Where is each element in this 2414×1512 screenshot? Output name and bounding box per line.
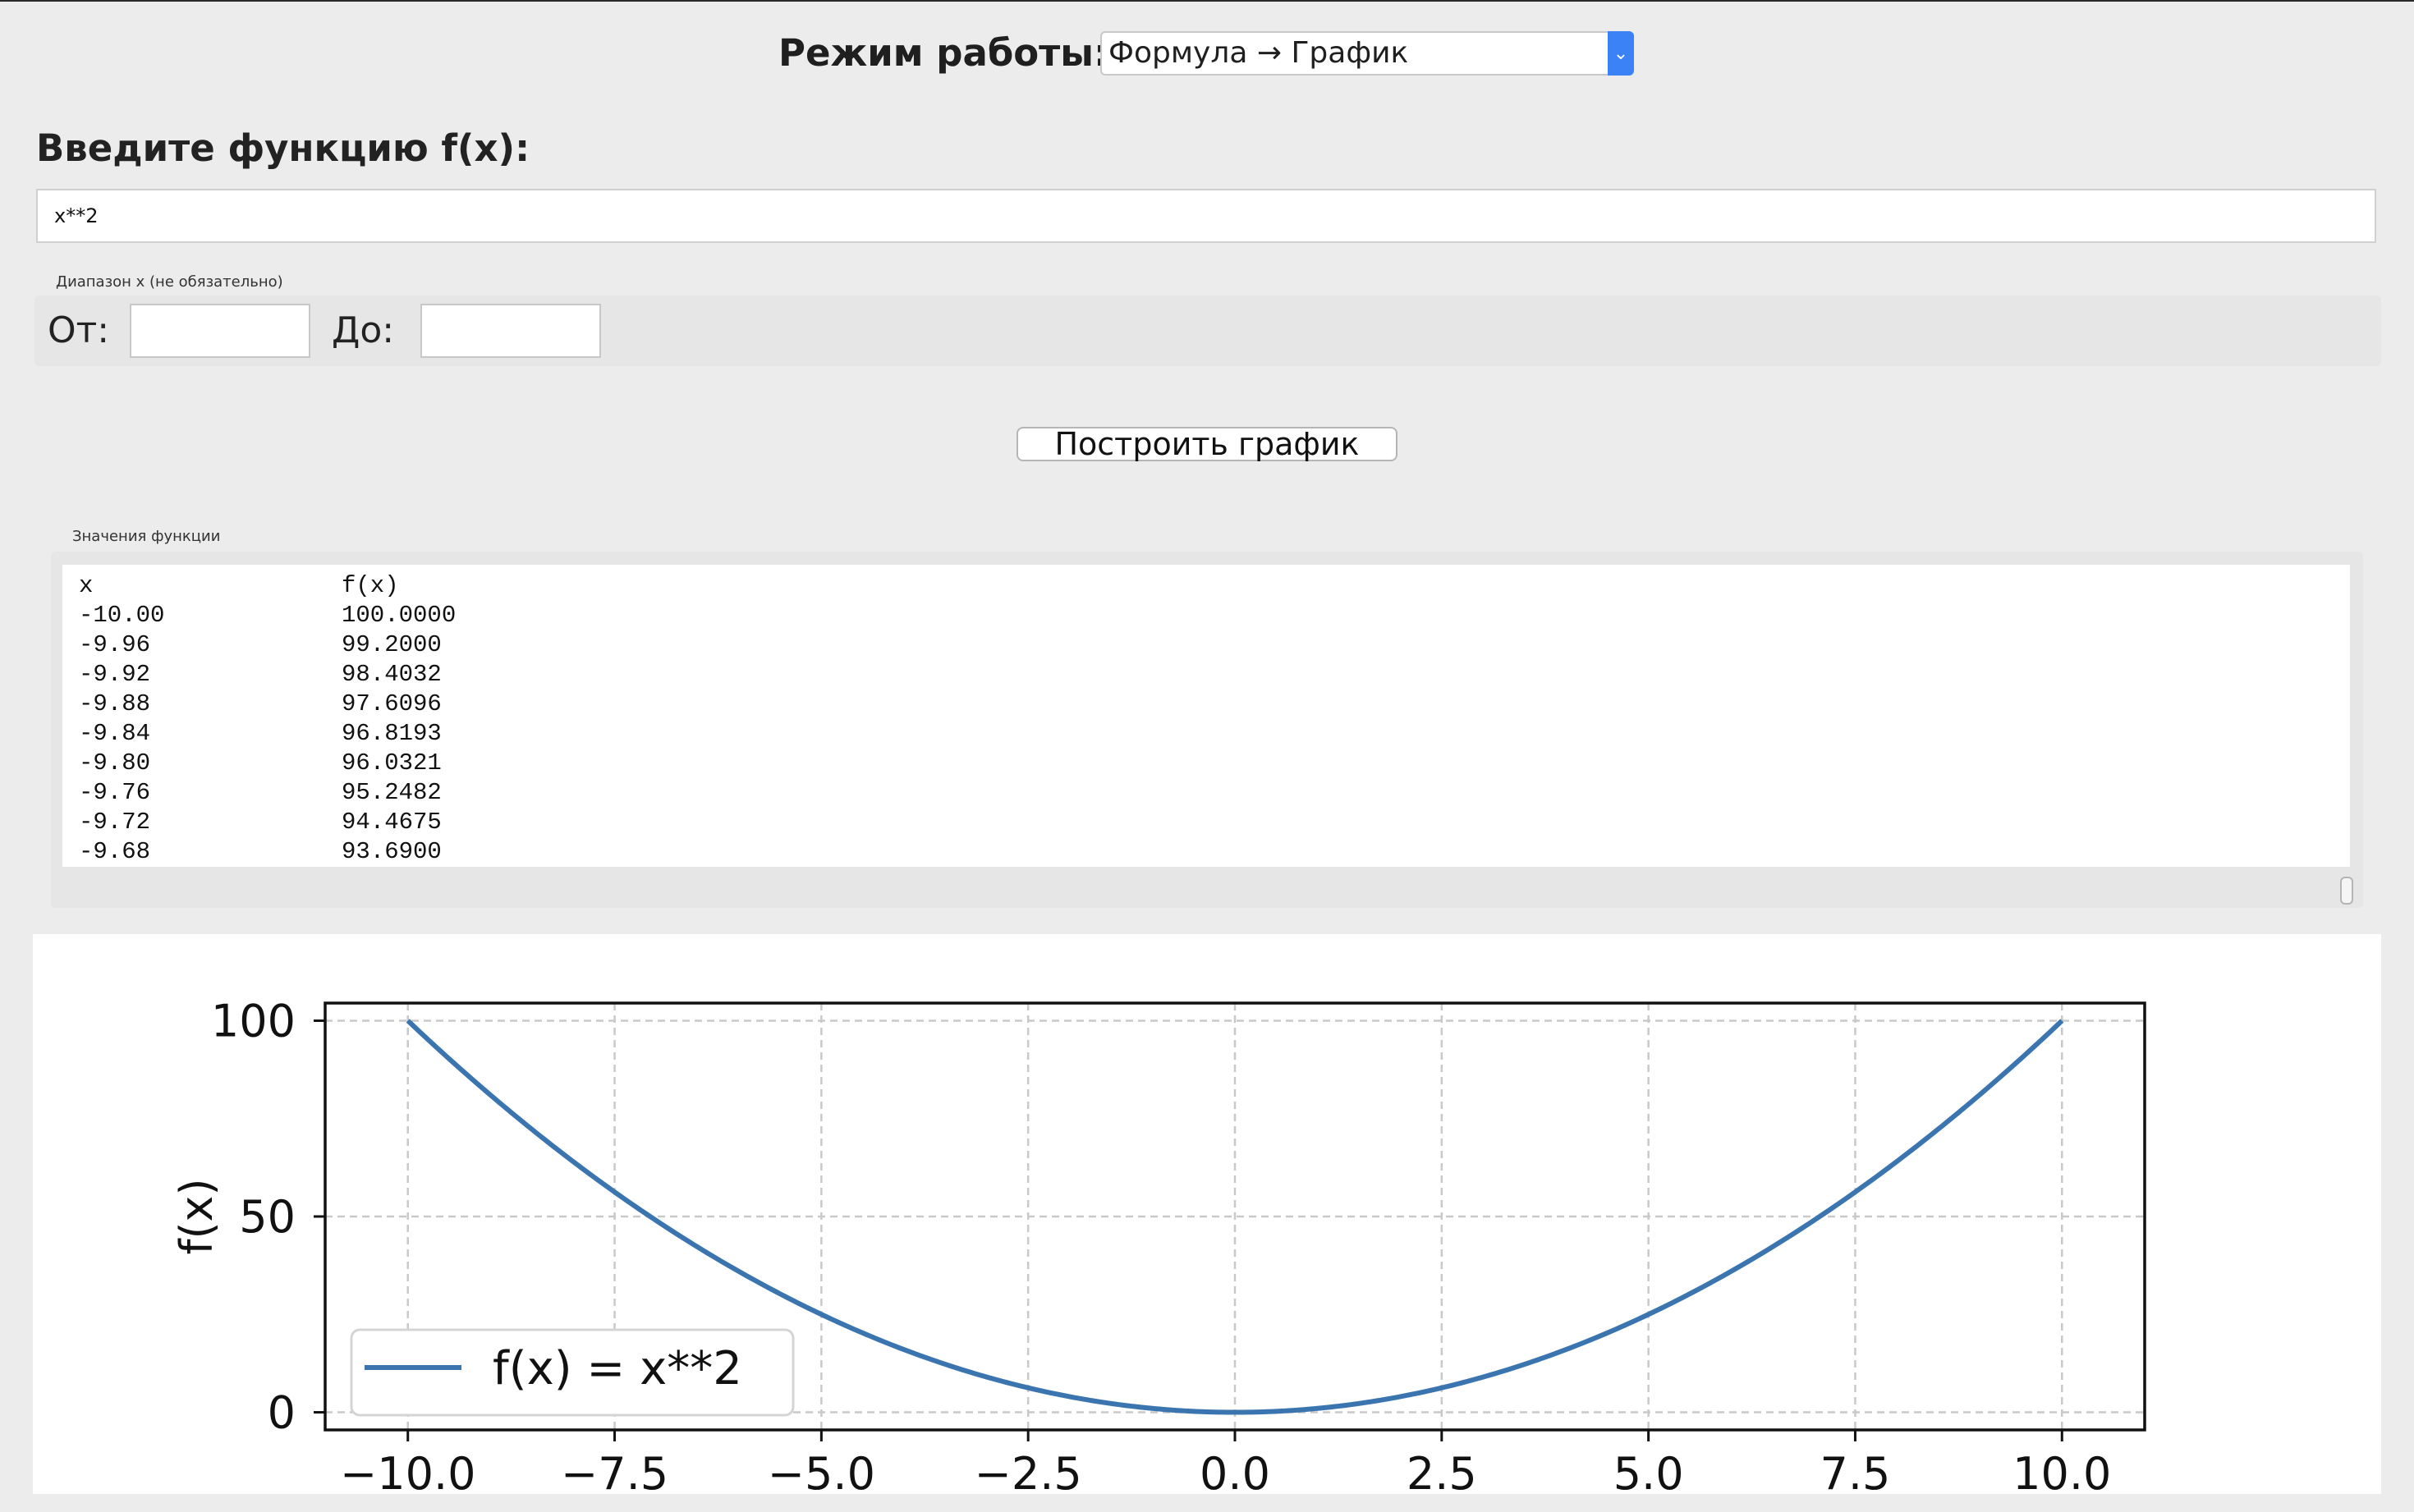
x-tick-label: 0.0 <box>1200 1448 1270 1494</box>
mode-selected-value: Формула → График <box>1108 36 1409 70</box>
function-heading: Введите функцию f(x): <box>36 126 530 170</box>
range-to-label: До: <box>332 309 395 351</box>
x-tick-label: −5.0 <box>768 1448 875 1494</box>
table-cell-fx: 96.8193 <box>342 720 442 747</box>
table-cell-fx: 93.6900 <box>342 838 442 865</box>
chevron-down-icon[interactable]: ⌄ <box>1608 31 1634 76</box>
values-textarea[interactable]: x f(x) -10.00 100.0000 -9.96 99.2000 -9.92 98… <box>62 565 2350 867</box>
range-from-label: От: <box>48 309 110 351</box>
x-tick-label: 7.5 <box>1820 1448 1891 1494</box>
table-cell-fx: 94.4675 <box>342 809 442 836</box>
table-cell-x: -9.68 <box>79 838 151 865</box>
table-cell-x: -9.72 <box>79 809 151 836</box>
window-top-border <box>0 0 2414 2</box>
y-tick-label: 0 <box>268 1387 296 1439</box>
range-from-input[interactable] <box>130 304 310 358</box>
x-tick-label: 10.0 <box>2012 1448 2111 1494</box>
mode-label: Режим работы: <box>778 31 1108 75</box>
range-to-input[interactable] <box>420 304 601 358</box>
mode-select[interactable]: Формула → График ⌄ <box>1100 31 1634 76</box>
x-tick-label: 2.5 <box>1407 1448 1477 1494</box>
table-header-fx: f(x) <box>342 572 399 599</box>
range-legend: Диапазон x (не обязательно) <box>56 273 283 291</box>
range-fieldset: От: До: <box>34 296 2381 366</box>
table-cell-x: -9.88 <box>79 690 151 717</box>
table-header-x: x <box>79 572 94 599</box>
legend-label: f(x) = x**2 <box>493 1342 742 1395</box>
legend-box <box>350 1328 795 1417</box>
x-tick-label: −10.0 <box>340 1448 475 1494</box>
table-cell-x: -9.96 <box>79 631 151 658</box>
table-cell-fx: 95.2482 <box>342 779 442 806</box>
build-chart-button[interactable]: Построить график <box>1017 427 1397 461</box>
table-cell-fx: 99.2000 <box>342 631 442 658</box>
table-cell-x: -9.84 <box>79 720 151 747</box>
x-tick-label: 5.0 <box>1613 1448 1684 1494</box>
plot-panel: −10.0 −7.5 −5.0 −2.5 0.0 2.5 5.0 7.5 10.0 0 50 100 f… <box>33 934 2381 1494</box>
series-line <box>406 1019 2064 1415</box>
values-fieldset: x f(x) -10.00 100.0000 -9.96 99.2000 -9.92 98… <box>51 552 2363 908</box>
table-cell-fx: 97.6096 <box>342 690 442 717</box>
function-plot: −10.0 −7.5 −5.0 −2.5 0.0 2.5 5.0 7.5 10.0 0 50 100 f… <box>171 995 2146 1494</box>
x-tick-label: −2.5 <box>975 1448 1082 1494</box>
values-legend: Значения функции <box>72 528 221 545</box>
table-cell-fx: 100.0000 <box>342 602 457 629</box>
y-axis-label: f(x) <box>171 1178 223 1254</box>
resize-handle[interactable] <box>2340 877 2353 905</box>
y-tick-label: 100 <box>211 995 296 1047</box>
table-cell-x: -9.92 <box>79 661 151 688</box>
x-tick-label: −7.5 <box>561 1448 668 1494</box>
table-cell-fx: 98.4032 <box>342 661 442 688</box>
table-cell-x: -9.80 <box>79 749 151 777</box>
table-cell-x: -10.00 <box>79 602 165 629</box>
table-cell-fx: 96.0321 <box>342 749 442 777</box>
y-tick-label: 50 <box>239 1191 296 1243</box>
table-cell-x: -9.76 <box>79 779 151 806</box>
function-input[interactable]: x**2 <box>36 189 2376 243</box>
